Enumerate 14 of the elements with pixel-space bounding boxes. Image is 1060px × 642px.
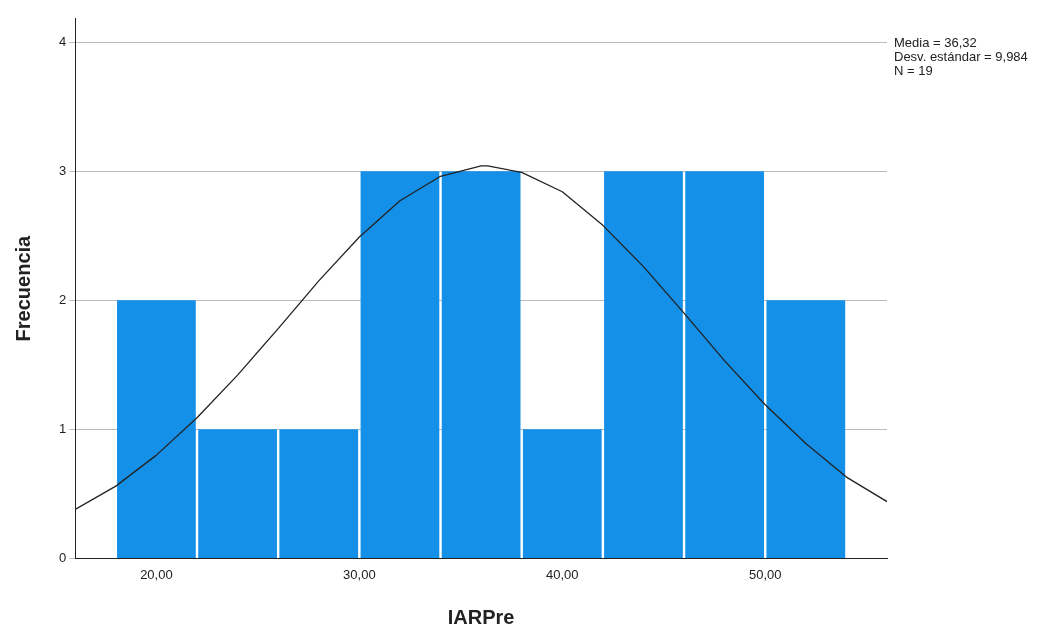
y-tick-label: 1 — [59, 420, 67, 436]
x-tick-label: 20,00 — [140, 566, 173, 582]
text: Media = 36,32 — [894, 35, 978, 50]
y-tick-label: 4 — [59, 33, 67, 49]
y-tick-label: 0 — [59, 549, 67, 565]
y-tick-label: 3 — [59, 162, 67, 178]
y-axis-title: Frecuencia — [11, 234, 34, 342]
x-axis-title: IARPre — [447, 605, 515, 628]
text: Desv. estándar = 9,984 — [894, 49, 1028, 64]
x-tick-label: 40,00 — [546, 566, 579, 582]
x-tick-label: 50,00 — [748, 566, 782, 582]
x-tick-label: 30,00 — [343, 566, 376, 582]
y-tick-label: 2 — [59, 291, 67, 307]
text: N = 19 — [894, 63, 934, 78]
